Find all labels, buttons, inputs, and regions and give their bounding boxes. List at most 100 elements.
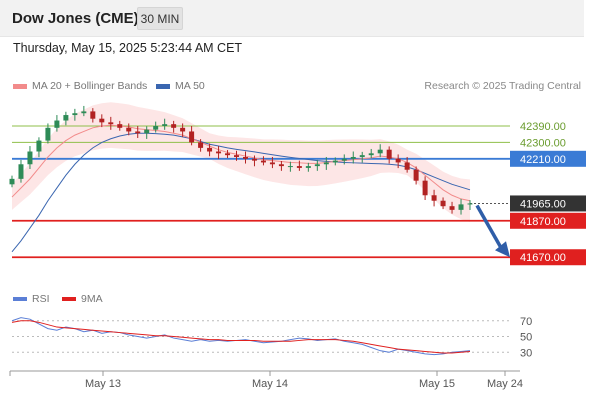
candle-body-33 <box>305 166 311 168</box>
ma50-legend-label: MA 50 <box>175 80 205 92</box>
time-axis: May 13 May 14 May 15 May 24 <box>9 370 523 390</box>
candle-body-13 <box>126 127 132 132</box>
bollinger-band-fill <box>12 102 470 222</box>
time-label-may-14: May 14 <box>252 378 288 390</box>
ma50-swatch <box>156 83 170 89</box>
candle-body-45 <box>413 169 419 181</box>
candle-body-10 <box>99 118 105 123</box>
candle-body-20 <box>189 131 195 143</box>
forecast-arrow-head <box>495 241 510 258</box>
candle-body-34 <box>314 164 320 167</box>
current-price-label: 41965.00 <box>520 198 566 210</box>
candle-body-44 <box>404 162 410 170</box>
bollinger-bands <box>12 102 470 222</box>
moving-averages <box>11 124 471 253</box>
time-label-may-13: May 13 <box>85 378 121 390</box>
ma20-legend-label: MA 20 + Bollinger Bands <box>32 80 148 92</box>
timestamp: Thursday, May 15, 2025 5:23:44 AM CET <box>13 41 243 55</box>
candle-body-11 <box>108 122 114 125</box>
level-label-42300.00: 42300.00 <box>520 137 566 149</box>
ma20-swatch <box>13 83 27 89</box>
rsi-tick-70: 70 <box>520 316 532 328</box>
level-tag-42210.00 <box>510 150 586 167</box>
candle-body-16 <box>153 125 159 130</box>
candle-body-2 <box>27 151 33 165</box>
candle-body-1 <box>18 164 24 179</box>
candle-body-27 <box>251 158 257 161</box>
candle-body-14 <box>135 131 141 134</box>
level-label-41870.00: 41870.00 <box>520 216 566 228</box>
candle-body-22 <box>207 147 213 152</box>
candle-body-8 <box>81 111 87 114</box>
rsi-legend-label: RSI <box>32 293 50 305</box>
candle-body-5 <box>54 120 60 128</box>
forecast-arrow <box>475 204 510 258</box>
candle-body-31 <box>287 166 293 168</box>
ma20-line <box>11 124 471 202</box>
candle-body-43 <box>395 158 401 163</box>
ma9-swatch <box>62 297 76 302</box>
level-label-42210.00: 42210.00 <box>520 154 566 166</box>
candle-body-39 <box>359 155 365 157</box>
candle-body-23 <box>216 151 222 154</box>
chart-header: Dow Jones (CME) 30 MIN <box>0 0 584 37</box>
candle-body-3 <box>36 140 42 152</box>
time-label-may-15: May 15 <box>419 378 455 390</box>
candle-body-30 <box>278 164 284 167</box>
candle-body-47 <box>431 195 437 201</box>
rsi-tick-50: 50 <box>520 332 532 344</box>
candle-body-42 <box>386 149 392 159</box>
candle-body-15 <box>144 129 150 134</box>
legend-ma50: MA 50 <box>156 80 205 92</box>
candle-body-6 <box>63 115 69 121</box>
candles <box>9 105 473 215</box>
level-label-42390.00: 42390.00 <box>520 121 566 133</box>
timeframe-button[interactable]: 30 MIN <box>137 7 183 30</box>
level-tags: 42390.00 42300.00 42210.00 41870.00 41670.00… <box>510 121 586 266</box>
candle-body-40 <box>368 153 374 156</box>
candle-body-25 <box>234 155 240 157</box>
candle-body-24 <box>225 153 231 156</box>
ma9-legend-label: 9MA <box>81 293 103 305</box>
candle-body-12 <box>117 124 123 128</box>
instrument-title: Dow Jones (CME) <box>12 10 139 27</box>
candle-body-18 <box>171 124 177 128</box>
credit-text: Research © 2025 Trading Central <box>424 80 581 92</box>
candle-body-46 <box>422 180 428 196</box>
ma50-line <box>11 132 471 253</box>
candle-body-17 <box>162 124 168 126</box>
candle-body-36 <box>332 160 338 163</box>
legend-9ma: 9MA <box>62 293 103 305</box>
forecast-arrow-shaft <box>475 204 505 253</box>
candle-body-9 <box>90 111 96 119</box>
candle-body-0 <box>9 178 15 185</box>
candle-body-4 <box>45 127 51 141</box>
current-price-tag <box>510 195 586 212</box>
level-label-41670.00: 41670.00 <box>520 252 566 264</box>
time-label-may-24: May 24 <box>487 378 523 390</box>
candle-body-28 <box>260 160 266 163</box>
candle-body-38 <box>350 156 356 159</box>
candle-body-51 <box>467 203 473 205</box>
rsi-ma-line <box>11 320 471 354</box>
candle-body-49 <box>449 206 455 210</box>
candle-body-26 <box>242 156 248 159</box>
candle-body-32 <box>296 166 302 168</box>
candle-body-19 <box>180 127 186 132</box>
candle-body-41 <box>377 149 383 154</box>
candle-body-50 <box>458 204 464 210</box>
candle-body-37 <box>341 158 347 161</box>
candle-body-29 <box>269 162 275 165</box>
candle-body-35 <box>323 162 329 165</box>
candle-body-21 <box>198 142 204 148</box>
legend-rsi: RSI <box>13 293 50 305</box>
candle-body-48 <box>440 200 446 207</box>
rsi-swatch <box>13 297 27 302</box>
level-tag-41870.00 <box>510 212 586 229</box>
level-tag-41670.00 <box>510 249 586 266</box>
rsi-tick-30: 30 <box>520 347 532 359</box>
legend-ma20: MA 20 + Bollinger Bands <box>13 80 147 92</box>
rsi-panel: 70 50 30 <box>11 316 532 359</box>
candle-body-7 <box>72 113 78 116</box>
